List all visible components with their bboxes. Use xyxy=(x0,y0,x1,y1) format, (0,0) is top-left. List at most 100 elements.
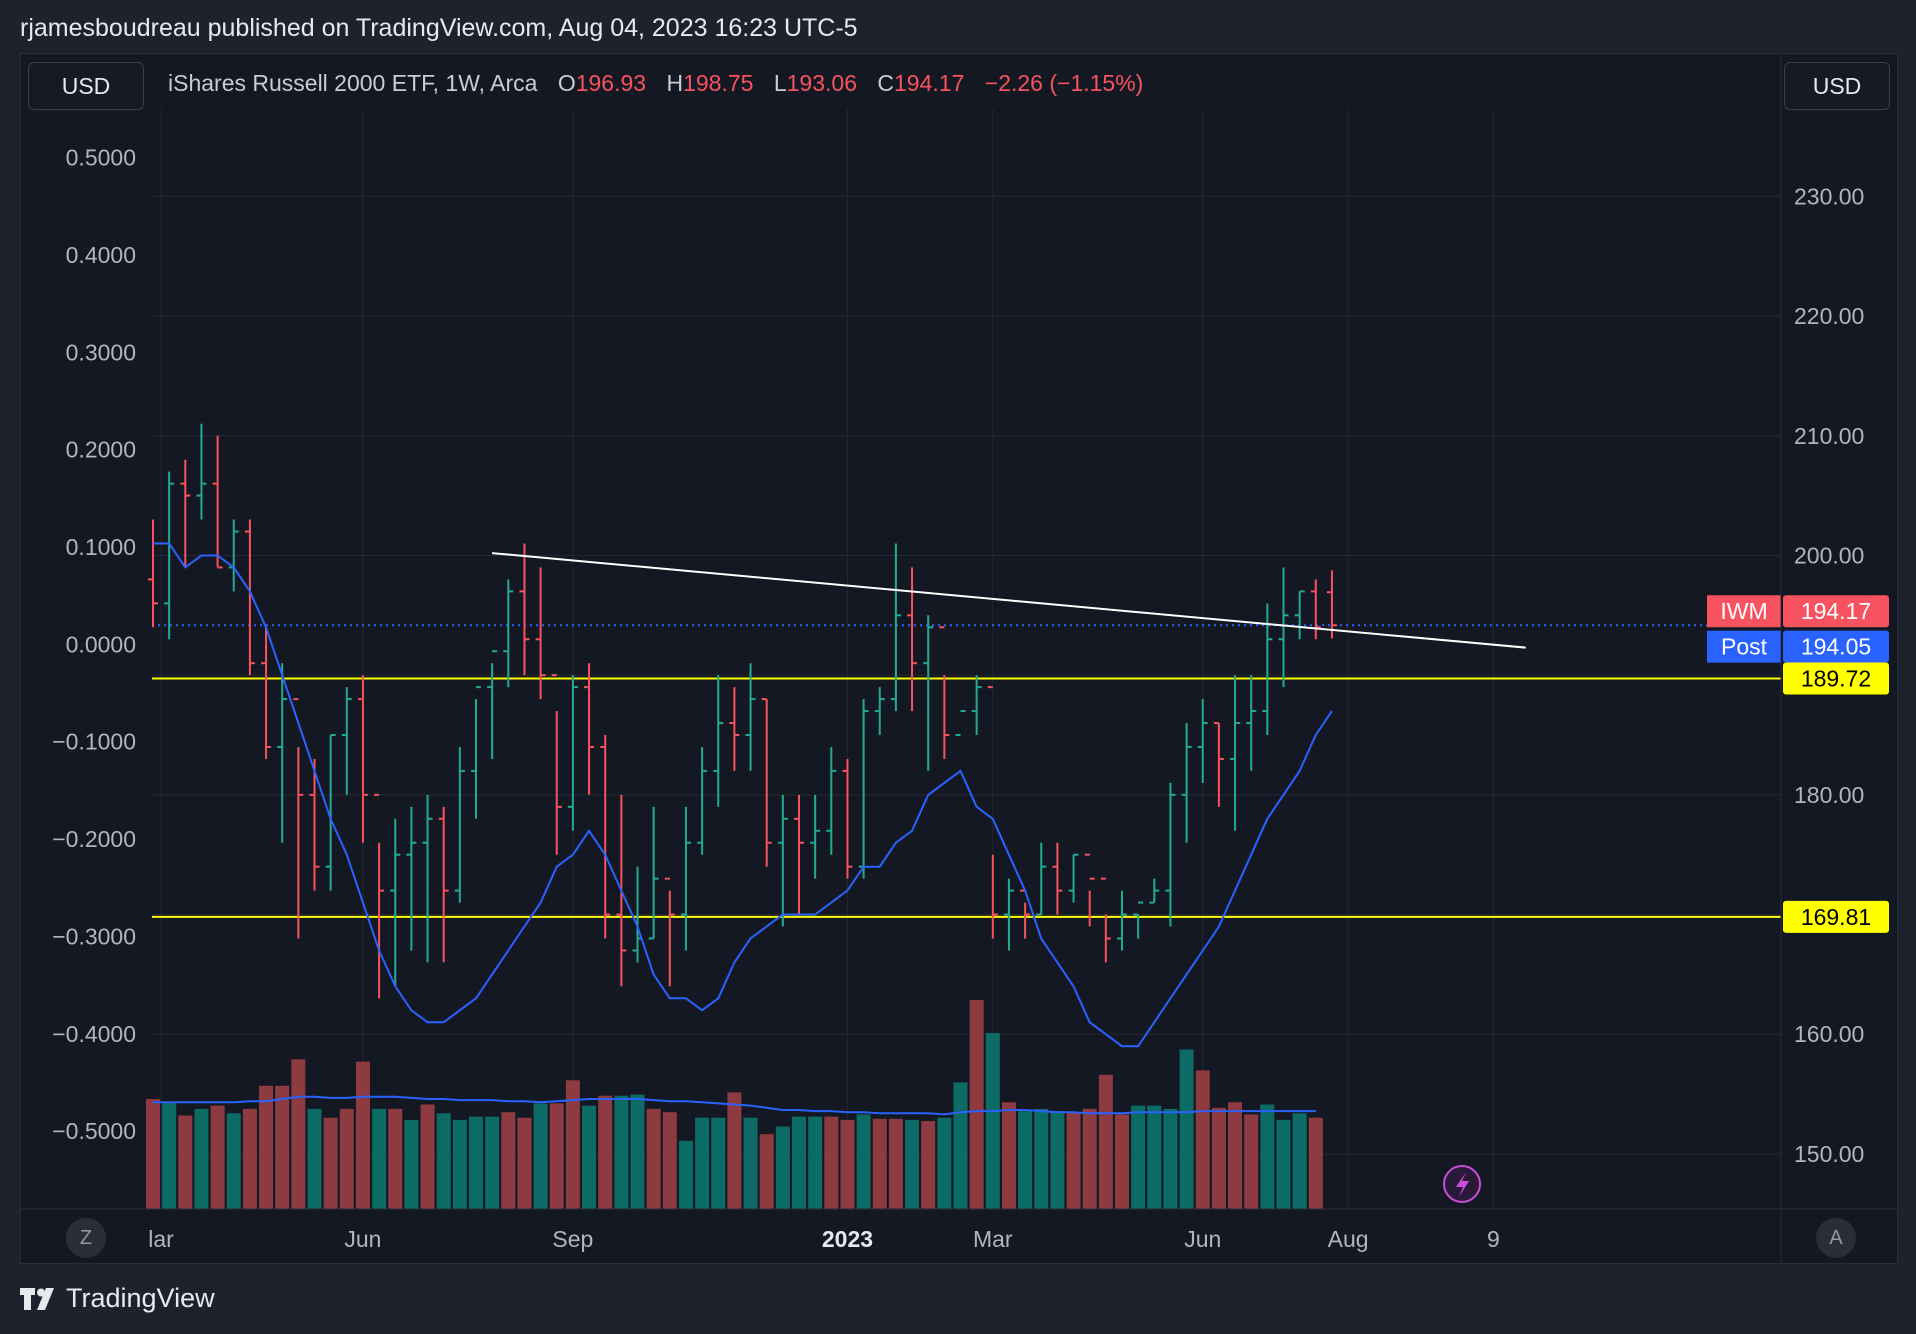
volume-bar xyxy=(840,1119,855,1209)
right-axis-tick-label: 180.00 xyxy=(1794,782,1864,808)
volume-bar xyxy=(1050,1111,1065,1209)
volume-bar xyxy=(275,1085,290,1209)
volume-bar xyxy=(695,1117,710,1209)
x-axis-tick-label: Jun xyxy=(1184,1226,1221,1252)
chart-frame[interactable]: 0.5000 0.4000 0.3000 0.2000 0.1000 0.0000 −0.1… xyxy=(20,53,1898,1264)
lightning-icon-bolt xyxy=(1456,1172,1469,1197)
right-axis-tick-label: 220.00 xyxy=(1794,303,1864,329)
volume-bar xyxy=(808,1116,823,1209)
left-axis-tick-label: 0.4000 xyxy=(66,242,136,268)
auto-scale-left-button[interactable]: Z xyxy=(66,1218,106,1258)
legend-high: 198.75 xyxy=(683,70,754,96)
auto-scale-right-button[interactable]: A xyxy=(1816,1218,1856,1258)
volume-bar xyxy=(1244,1114,1259,1209)
volume-bar xyxy=(242,1108,257,1209)
legend-low-label: L xyxy=(773,70,787,96)
volume-bar xyxy=(178,1115,193,1209)
ohlc-bars xyxy=(148,423,1337,999)
volume-bar xyxy=(598,1095,613,1209)
volume-bar xyxy=(146,1099,160,1209)
volume-bar xyxy=(1147,1105,1162,1209)
left-scale-currency-button[interactable]: USD xyxy=(28,62,144,110)
x-axis-tick-label: Sep xyxy=(552,1226,593,1252)
volume-bar xyxy=(792,1116,806,1209)
axis-lines xyxy=(21,54,1897,1263)
volume-bar xyxy=(323,1117,338,1209)
right-axis-tick-label: 230.00 xyxy=(1794,183,1864,209)
price-label-value-box xyxy=(1783,662,1889,695)
volume-bar xyxy=(872,1118,887,1209)
trendline xyxy=(492,552,1526,649)
volume-bar xyxy=(1179,1049,1194,1209)
volume-bar xyxy=(1260,1104,1275,1209)
footer-brand-label: TradingView xyxy=(66,1283,215,1313)
volume-bar xyxy=(307,1108,322,1209)
left-axis-ticks: 0.5000 0.4000 0.3000 0.2000 0.1000 0.0000 −0.1… xyxy=(52,145,136,1144)
legend-open: 196.93 xyxy=(575,70,647,96)
volume-bar xyxy=(759,1134,774,1209)
volume-bar xyxy=(1066,1112,1081,1209)
right-axis-tick-label: 210.00 xyxy=(1794,423,1864,449)
volume-moving-average xyxy=(153,1095,1316,1116)
volume-bar xyxy=(339,1108,354,1209)
volume-bar xyxy=(1018,1111,1033,1209)
price-label-value: 169.81 xyxy=(1801,904,1871,930)
legend-symbol: iShares Russell 2000 ETF, 1W, Arca xyxy=(168,70,538,96)
volume-bar xyxy=(856,1114,871,1209)
volume-bar xyxy=(420,1104,435,1209)
x-axis-tick-label: Aug xyxy=(1328,1226,1369,1252)
volume-bar xyxy=(678,1140,693,1209)
legend-change: −2.26 (−1.15%) xyxy=(984,70,1144,96)
volume-bar xyxy=(1082,1108,1097,1209)
volume-bar xyxy=(662,1112,677,1209)
volume-bar xyxy=(162,1102,177,1209)
volume-bar xyxy=(1292,1113,1307,1209)
volume-bar xyxy=(259,1085,274,1209)
volume-bar xyxy=(743,1117,758,1209)
price-label-value-box xyxy=(1783,595,1889,628)
right-axis-ticks: 230.00 220.00 210.00 200.00 180.00 160.00 150.… xyxy=(1794,183,1864,1167)
price-label-name-box xyxy=(1707,630,1781,663)
left-axis-tick-label: −0.4000 xyxy=(52,1021,136,1047)
price-label-value-box xyxy=(1783,900,1889,933)
price-label-name-box xyxy=(1707,595,1781,628)
volume-bar xyxy=(388,1108,403,1209)
left-axis-tick-label: −0.1000 xyxy=(52,729,136,755)
right-axis-tick-label: 160.00 xyxy=(1794,1021,1864,1047)
grid xyxy=(152,109,1781,1209)
volume-bar xyxy=(985,1033,1000,1209)
volume-bar xyxy=(953,1082,968,1209)
volume-bar xyxy=(646,1108,661,1209)
volume-bar xyxy=(565,1080,580,1209)
volume-bar xyxy=(614,1095,629,1209)
right-scale-currency-button[interactable]: USD xyxy=(1784,62,1890,110)
price-label-value-box xyxy=(1783,630,1889,663)
volume-bar xyxy=(727,1092,742,1209)
x-axis-tick-label: Jun xyxy=(344,1226,381,1252)
price-label-value: 194.17 xyxy=(1801,598,1871,624)
volume-bar xyxy=(452,1119,467,1209)
legend-close: 194.17 xyxy=(894,70,965,96)
volume-bar xyxy=(937,1117,952,1209)
volume-bar xyxy=(1195,1070,1210,1209)
left-axis-tick-label: −0.2000 xyxy=(52,826,136,852)
footer-brand[interactable]: TradingView xyxy=(20,1283,215,1314)
volume-bar xyxy=(824,1116,839,1209)
volume-bar xyxy=(1001,1102,1016,1209)
volume-bar xyxy=(969,1000,984,1209)
publisher-line: rjamesboudreau published on TradingView.… xyxy=(20,14,858,42)
volume-bar xyxy=(775,1126,790,1209)
volume-bar xyxy=(194,1108,209,1209)
left-axis-tick-label: −0.5000 xyxy=(52,1118,136,1144)
symbol-legend: iShares Russell 2000 ETF, 1W, Arca O196.… xyxy=(168,70,1143,97)
legend-low: 193.06 xyxy=(786,70,857,96)
volume-bar xyxy=(210,1105,225,1209)
volume-bar xyxy=(436,1113,451,1209)
volume-bar xyxy=(630,1094,645,1209)
volume-bar xyxy=(1115,1114,1129,1209)
price-label-name: Post xyxy=(1721,634,1768,660)
right-axis-tick-label: 150.00 xyxy=(1794,1141,1864,1167)
left-axis-tick-label: 0.3000 xyxy=(66,339,136,365)
chart-svg[interactable]: 0.5000 0.4000 0.3000 0.2000 0.1000 0.0000 −0.1… xyxy=(21,54,1897,1263)
volume-bar xyxy=(582,1105,597,1209)
